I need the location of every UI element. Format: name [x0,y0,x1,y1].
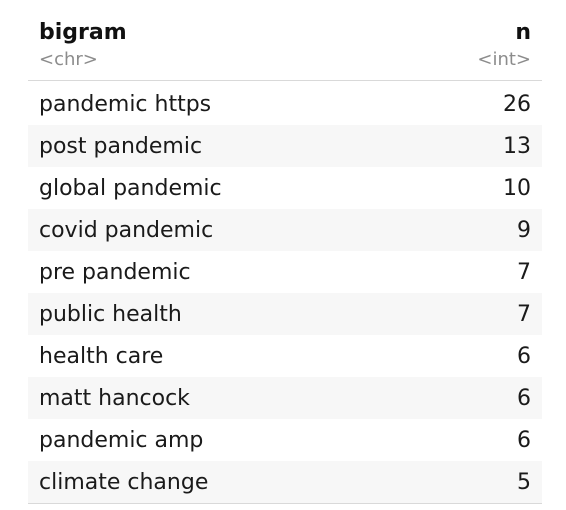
table-row: climate change 5 [28,461,542,503]
cell-n: 6 [517,427,531,453]
data-table: bigram <chr> n <int> pandemic https 26 p… [28,18,542,504]
cell-bigram: matt hancock [39,385,190,411]
cell-bigram: global pandemic [39,175,222,201]
cell-n: 5 [517,469,531,495]
cell-bigram: health care [39,343,164,369]
column-header-n: n <int> [477,18,531,72]
cell-n: 6 [517,385,531,411]
cell-n: 7 [517,259,531,285]
column-header-bigram: bigram <chr> [39,18,127,72]
column-type-bigram: <chr> [39,49,98,70]
cell-n: 10 [503,175,531,201]
cell-bigram: pre pandemic [39,259,191,285]
table-row: pandemic https 26 [28,83,542,125]
table-row: pandemic amp 6 [28,419,542,461]
column-name-n: n [515,20,531,45]
table-row: covid pandemic 9 [28,209,542,251]
column-name-bigram: bigram [39,20,127,45]
table-row: public health 7 [28,293,542,335]
table-row: matt hancock 6 [28,377,542,419]
table-row: post pandemic 13 [28,125,542,167]
cell-bigram: pandemic amp [39,427,204,453]
cell-n: 6 [517,343,531,369]
table-row: global pandemic 10 [28,167,542,209]
column-type-n: <int> [477,49,531,70]
table-row: health care 6 [28,335,542,377]
cell-bigram: public health [39,301,182,327]
table-header: bigram <chr> n <int> [28,18,542,81]
cell-n: 9 [517,217,531,243]
table-body: pandemic https 26 post pandemic 13 globa… [28,83,542,504]
cell-n: 7 [517,301,531,327]
cell-bigram: covid pandemic [39,217,214,243]
cell-bigram: climate change [39,469,209,495]
cell-n: 26 [503,91,531,117]
cell-bigram: pandemic https [39,91,212,117]
cell-n: 13 [503,133,531,159]
table-row: pre pandemic 7 [28,251,542,293]
cell-bigram: post pandemic [39,133,203,159]
